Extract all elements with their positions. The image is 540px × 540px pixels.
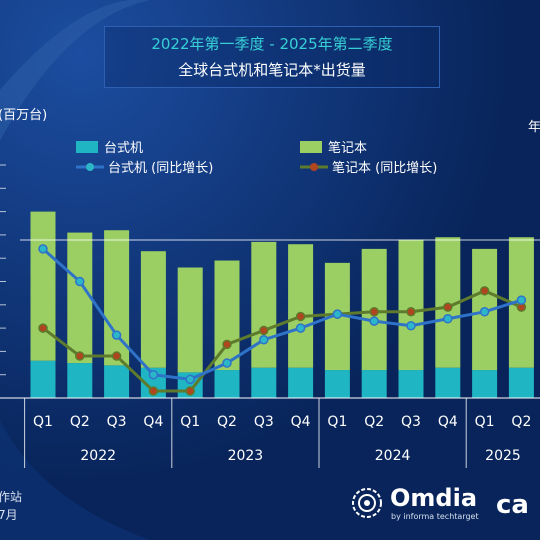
legend-desktop-yoy-label: 台式机 (同比增长): [108, 161, 214, 176]
footer-text-1: 作站: [0, 490, 23, 504]
x-tick-label: Q2: [217, 414, 237, 430]
legend-desktop: 台式机: [76, 137, 143, 156]
canalys-wordmark: ca: [496, 490, 529, 520]
year-label: 2024: [375, 448, 411, 464]
x-tick-label: Q1: [33, 414, 53, 430]
bar-desktop: [214, 370, 240, 398]
lines-group: [38, 244, 527, 396]
desktop-yoy-point: [516, 295, 527, 305]
notebook-yoy-point: [406, 307, 416, 317]
desktop-yoy-point: [332, 309, 343, 319]
desktop-yoy-point: [479, 307, 490, 317]
notebook-yoy-point: [295, 311, 306, 322]
notebook-yoy-point: [369, 307, 379, 317]
bar-notebook: [251, 241, 277, 368]
bar-desktop: [472, 370, 498, 398]
desktop-yoy-line: [42, 247, 522, 381]
bar-desktop: [104, 365, 130, 398]
omdia-subtitle: by informa techtarget: [391, 512, 479, 521]
y-axis-ticks: [0, 164, 6, 399]
x-tick-label: Q2: [511, 414, 531, 430]
notebook-yoy-point: [222, 339, 232, 350]
legend-notebook-label: 笔记本: [328, 141, 368, 156]
chart-title-line2: 全球台式机和笔记本*出货量: [178, 61, 366, 79]
desktop-yoy-point: [38, 244, 48, 254]
chart-title-line1: 2022年第一季度 - 2025年第二季度: [151, 35, 393, 53]
notebook-yoy-line: [42, 289, 523, 393]
bar-notebook: [177, 267, 203, 373]
bar-notebook: [140, 251, 166, 368]
bar-notebook: [398, 239, 424, 371]
x-tick-label: Q4: [291, 414, 311, 430]
x-tick-label: Q1: [475, 414, 495, 430]
footer-text-2: 7月: [0, 508, 18, 522]
legend-desktop-yoy: 台式机 (同比增长): [76, 157, 213, 176]
y-axis-unit: (百万台): [0, 108, 48, 123]
legend-notebook-yoy-swatch: [300, 162, 328, 171]
desktop-yoy-point: [259, 335, 269, 345]
x-tick-label: Q1: [327, 414, 347, 430]
bar-desktop: [251, 367, 277, 398]
desktop-yoy-point: [369, 316, 379, 326]
x-tick-label: Q1: [180, 414, 200, 430]
x-tick-label: Q2: [70, 414, 90, 430]
bar-desktop: [435, 367, 461, 398]
year-label: 2023: [228, 448, 264, 464]
bar-notebook: [288, 244, 314, 368]
desktop-yoy-point: [406, 321, 416, 331]
year-label: 2022: [80, 448, 116, 464]
legend-notebook: 笔记本: [300, 137, 367, 156]
notebook-yoy-point: [259, 325, 269, 336]
notebook-yoy-point: [75, 351, 85, 361]
notebook-yoy-point: [479, 286, 490, 296]
x-tick-label: Q3: [254, 414, 274, 430]
bar-notebook: [30, 211, 56, 361]
desktop-yoy-point: [222, 358, 232, 368]
legend-desktop-label: 台式机: [104, 141, 144, 156]
notebook-yoy-point: [148, 386, 159, 396]
omdia-logo-icon: [352, 488, 382, 518]
bar-desktop: [288, 367, 314, 398]
desktop-yoy-point: [443, 314, 453, 324]
right-axis-unit: 年: [528, 120, 540, 135]
x-tick-label: Q2: [364, 414, 384, 430]
legend-notebook-yoy-label: 笔记本 (同比增长): [332, 161, 438, 176]
bar-desktop: [398, 370, 424, 398]
bar-notebook: [214, 260, 240, 371]
x-tick-label: Q4: [438, 414, 458, 430]
notebook-yoy-point: [185, 386, 195, 396]
desktop-yoy-point: [111, 330, 122, 340]
bar-notebook: [67, 232, 93, 364]
title-box: 2022年第一季度 - 2025年第二季度 全球台式机和笔记本*出货量: [104, 26, 440, 88]
year-label: 2025: [485, 448, 521, 464]
desktop-yoy-point: [185, 374, 195, 385]
legend-desktop-yoy-swatch: [76, 162, 104, 171]
x-axis: Q1 Q2 Q3 Q4 Q1 Q2 Q3 Q4 Q1 Q2 Q3 Q4 Q1 Q2 2022 2023 2024…: [0, 397, 540, 468]
x-tick-label: Q4: [143, 414, 163, 430]
desktop-yoy-point: [295, 323, 306, 333]
bar-desktop: [508, 367, 534, 398]
notebook-yoy-point: [443, 302, 453, 312]
bar-desktop: [30, 360, 56, 398]
omdia-wordmark: Omdia: [390, 484, 478, 512]
legend-notebook-swatch: [300, 140, 322, 153]
notebook-yoy-point: [38, 323, 48, 333]
legend-desktop-swatch: [76, 140, 98, 153]
notebook-yoy-point: [111, 351, 122, 361]
bar-desktop: [324, 370, 350, 398]
bar-desktop: [361, 370, 387, 398]
x-tick-label: Q3: [107, 414, 127, 430]
desktop-yoy-point: [75, 276, 85, 287]
desktop-yoy-point: [148, 369, 159, 380]
legend-notebook-yoy: 笔记本 (同比增长): [300, 157, 437, 176]
bar-desktop: [67, 363, 93, 398]
x-tick-label: Q3: [401, 414, 421, 430]
